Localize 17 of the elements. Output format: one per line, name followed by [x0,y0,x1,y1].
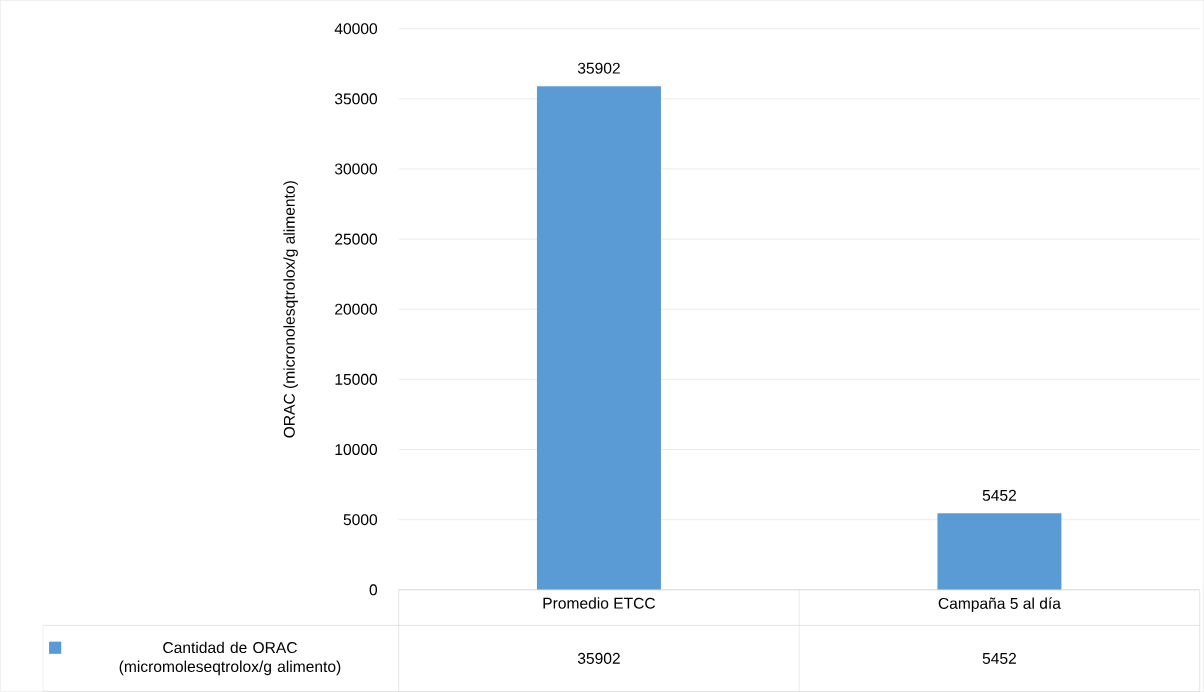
text: 5452 [982,489,1016,501]
y-tick-label: 35000 [334,93,378,105]
text: Cantidad de ORAC (micromoleseqtrolox/g alimento) [119,641,341,676]
y-tick-label: 15000 [335,374,378,386]
data-label: 5452 [982,653,1016,665]
y-tick-label: 0 [369,584,378,596]
y-tick-label: 40000 [334,23,378,35]
y-tick-label: 10000 [335,444,378,456]
text: 35902 [577,62,620,74]
y-tick-label: 20000 [335,303,378,315]
y-axis-title: ORAC (micronolesqtrolox/g alimento) [283,181,298,438]
x-tick-label: Campaña 5 al día [938,597,1061,613]
x-tick-label: Promedio ETCC [543,597,656,609]
y-tick-label: 30000 [334,163,378,175]
y-tick-label: 5000 [343,514,378,526]
data-label: 35902 [577,653,620,665]
y-tick-label: 25000 [335,233,378,245]
